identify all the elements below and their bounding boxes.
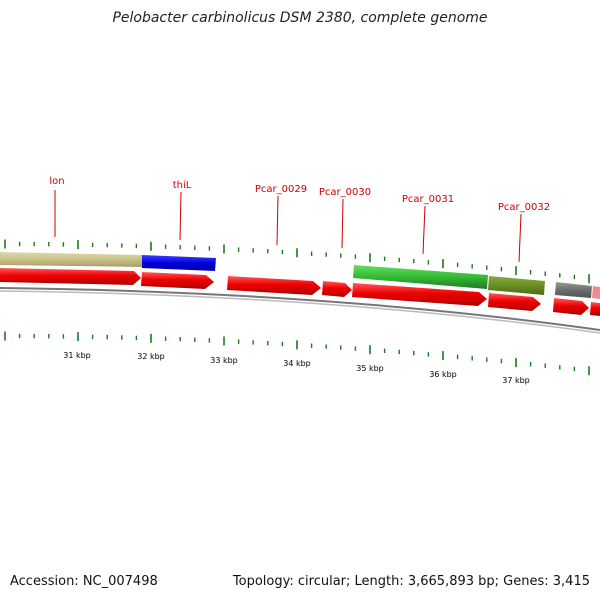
gene-label: Pcar_0029	[255, 184, 307, 195]
scale-label: 33 kbp	[210, 356, 238, 365]
cds-arrow	[322, 281, 352, 297]
cds-arrow	[352, 283, 487, 306]
gene-label: lon	[49, 176, 64, 187]
cds-arrow	[0, 268, 141, 285]
scale-label: 37 kbp	[502, 376, 530, 385]
gene-block-tan	[0, 252, 142, 267]
tick-marks	[4, 239, 590, 376]
accession-label: Accession: NC_007498	[10, 574, 158, 589]
scale-label: 36 kbp	[429, 370, 457, 379]
gene-block-green	[353, 265, 488, 289]
scale-labels: 31 kbp 32 kbp 33 kbp 34 kbp 35 kbp 36 kb…	[63, 351, 530, 385]
gene-block-olive	[488, 276, 545, 295]
cds-arrow	[553, 298, 589, 315]
gene-label: Pcar_0031	[402, 194, 454, 205]
scale-label: 31 kbp	[63, 351, 91, 360]
map-title: Pelobacter carbinolicus DSM 2380, comple…	[112, 10, 488, 26]
genome-stats-label: Topology: circular; Length: 3,665,893 bp…	[232, 574, 590, 589]
gene-block-gray	[555, 282, 592, 298]
gene-label: Pcar_0030	[319, 187, 371, 198]
gene-label: Pcar_0032	[498, 202, 550, 213]
gene-block-pink	[592, 286, 600, 299]
scale-label: 32 kbp	[137, 352, 165, 361]
scale-label: 35 kbp	[356, 364, 384, 373]
genome-backbone-inner	[0, 290, 600, 334]
cds-arrow	[227, 276, 321, 295]
gene-labels: lon thiL Pcar_0029 Pcar_0030 Pcar_0031 P…	[49, 176, 550, 213]
cds-arrow	[590, 302, 600, 316]
cds-arrow	[488, 293, 541, 311]
gene-label: thiL	[173, 180, 192, 191]
gene-leader-lines	[54, 190, 522, 263]
gene-block-blue	[142, 255, 216, 271]
cds-arrow	[141, 272, 214, 289]
scale-label: 34 kbp	[283, 359, 311, 368]
genome-backbone	[0, 287, 600, 331]
